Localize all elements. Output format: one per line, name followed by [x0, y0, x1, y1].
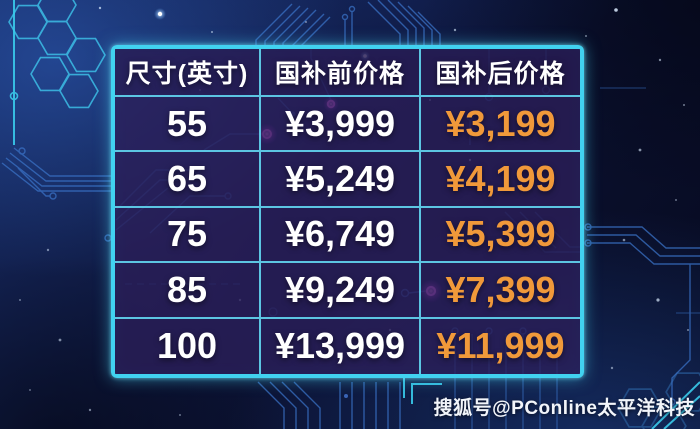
- watermark: 搜狐号@PConline太平洋科技: [433, 398, 695, 419]
- size-cell: 100: [115, 318, 261, 374]
- price-after-cell: ¥3,199: [421, 97, 580, 153]
- size-cell: 75: [115, 207, 261, 264]
- price-after-cell: ¥11,999: [421, 318, 580, 374]
- hexagon-pattern-topleft: [8, 0, 106, 109]
- size-cell: 65: [115, 152, 261, 208]
- price-after-cell: ¥5,399: [421, 207, 580, 264]
- price-before-cell: ¥9,249: [261, 263, 421, 319]
- header-size: 尺寸(英寸): [115, 49, 261, 97]
- price-before-cell: ¥5,249: [261, 152, 421, 208]
- price-before-cell: ¥13,999: [261, 318, 421, 374]
- price-after-cell: ¥7,399: [421, 263, 580, 319]
- header-price-after: 国补后价格: [421, 49, 580, 97]
- size-cell: 85: [115, 263, 261, 319]
- price-before-cell: ¥3,999: [261, 97, 421, 153]
- header-price-before: 国补前价格: [261, 49, 421, 97]
- price-before-cell: ¥6,749: [261, 207, 421, 264]
- price-after-cell: ¥4,199: [421, 152, 580, 208]
- price-table: 尺寸(英寸) 国补前价格 国补后价格 55 ¥3,999 ¥3,199 65 ¥…: [111, 45, 584, 378]
- size-cell: 55: [115, 97, 261, 153]
